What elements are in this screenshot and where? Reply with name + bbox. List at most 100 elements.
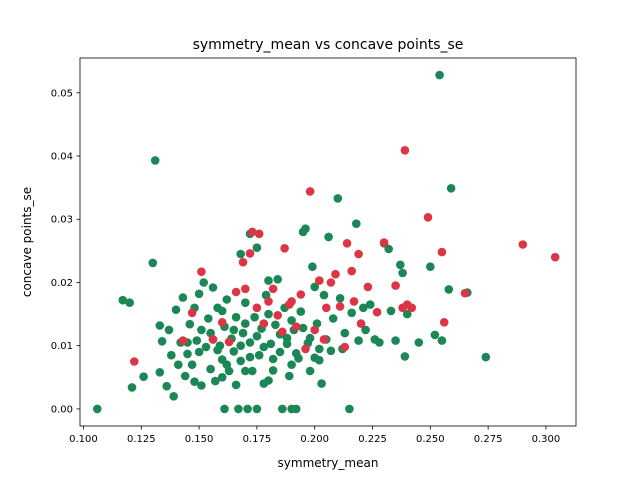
- scatter-point: [167, 350, 176, 360]
- scatter-point: [437, 247, 447, 257]
- scatter-point: [259, 319, 269, 328]
- scatter-point: [296, 307, 306, 316]
- scatter-point: [400, 146, 410, 155]
- scatter-point: [326, 346, 336, 356]
- scatter-point: [335, 294, 345, 303]
- scatter-point: [268, 284, 278, 294]
- scatter-point: [331, 269, 340, 279]
- x-tick-label: 0.250: [416, 434, 445, 445]
- scatter-point: [254, 350, 264, 360]
- y-axis-label: concave points_se: [20, 187, 34, 297]
- scatter-point: [236, 356, 245, 366]
- scatter-point: [197, 381, 206, 390]
- scatter-point: [236, 249, 245, 259]
- scatter-point: [238, 257, 248, 267]
- scatter-point: [185, 319, 195, 329]
- scatter-point: [204, 314, 213, 323]
- scatter-point: [245, 249, 255, 258]
- scatter-point: [310, 282, 320, 292]
- scatter-point: [379, 238, 389, 247]
- scatter-point: [287, 360, 296, 370]
- scatter-point: [192, 336, 202, 345]
- scatter-point: [333, 194, 343, 203]
- scatter-point: [291, 349, 301, 358]
- scatter-point: [352, 219, 361, 228]
- x-tick-label: 0.125: [127, 434, 156, 445]
- scatter-point: [375, 338, 384, 347]
- scatter-point: [278, 327, 287, 337]
- scatter-point: [363, 282, 373, 292]
- scatter-point: [180, 371, 190, 381]
- x-tick-label: 0.100: [69, 434, 98, 445]
- scatter-point: [162, 381, 171, 391]
- scatter-point: [310, 353, 320, 363]
- scatter-point: [347, 308, 357, 318]
- y-tick-label: 0.03: [51, 215, 73, 226]
- scatter-point: [435, 70, 444, 80]
- scatter-point: [241, 319, 250, 328]
- scatter-point: [130, 357, 139, 366]
- scatter-point: [241, 284, 250, 294]
- scatter-point: [305, 333, 315, 343]
- x-tick-label: 0.175: [243, 434, 272, 445]
- scatter-point: [317, 379, 326, 388]
- y-tick-label: 0.02: [51, 278, 73, 289]
- scatter-point: [245, 338, 255, 347]
- x-tick-label: 0.300: [532, 434, 561, 445]
- scatter-point: [423, 213, 433, 222]
- scatter-point: [213, 345, 222, 355]
- scatter-point: [245, 352, 255, 362]
- scatter-point: [328, 314, 338, 323]
- scatter-point: [183, 349, 192, 359]
- scatter-point: [439, 318, 449, 327]
- scatter-point: [231, 380, 241, 390]
- scatter-point: [241, 298, 250, 308]
- scatter-point: [190, 377, 199, 387]
- marks-layer: [93, 70, 560, 414]
- scatter-point: [301, 344, 310, 354]
- scatter-point: [407, 303, 417, 313]
- scatter-point: [157, 337, 167, 346]
- scatter-point: [271, 320, 280, 330]
- scatter-point: [396, 260, 405, 270]
- scatter-point: [280, 244, 289, 253]
- scatter-point: [356, 319, 366, 328]
- scatter-point: [335, 302, 345, 311]
- scatter-point: [285, 371, 294, 381]
- scatter-point: [164, 325, 174, 335]
- scatter-point: [444, 285, 454, 294]
- scatter-point: [550, 252, 560, 262]
- x-ticks: 0.100 0.125 0.150 0.175 0.200 0.225 0.250 0.275…: [69, 426, 560, 445]
- scatter-point: [340, 342, 350, 352]
- scatter-point: [118, 295, 128, 305]
- scatter-point: [315, 344, 324, 354]
- scatter-point: [208, 335, 218, 344]
- y-tick-label: 0.04: [51, 152, 73, 163]
- scatter-point: [268, 366, 278, 375]
- scatter-point: [296, 290, 306, 299]
- scatter-point: [372, 307, 382, 317]
- scatter-point: [264, 309, 273, 319]
- scatter-point: [197, 325, 206, 335]
- y-tick-label: 0.05: [51, 88, 73, 99]
- x-tick-label: 0.225: [358, 434, 387, 445]
- x-tick-label: 0.150: [185, 434, 214, 445]
- scatter-point: [241, 366, 250, 376]
- scatter-point: [174, 360, 183, 370]
- scatter-point: [291, 404, 301, 414]
- scatter-point: [178, 293, 188, 302]
- x-tick-label: 0.275: [474, 434, 503, 445]
- scatter-point: [229, 347, 239, 356]
- scatter-point: [310, 325, 320, 335]
- chart-title: symmetry_mean vs concave points_se: [193, 37, 464, 53]
- scatter-point: [197, 267, 206, 277]
- scatter-point: [155, 368, 165, 377]
- scatter-point: [278, 404, 287, 414]
- scatter-point: [171, 305, 181, 315]
- scatter-point: [414, 338, 424, 347]
- scatter-point: [437, 336, 447, 345]
- scatter-point: [248, 227, 257, 237]
- scatter-point: [252, 404, 262, 414]
- y-tick-label: 0.01: [51, 341, 73, 352]
